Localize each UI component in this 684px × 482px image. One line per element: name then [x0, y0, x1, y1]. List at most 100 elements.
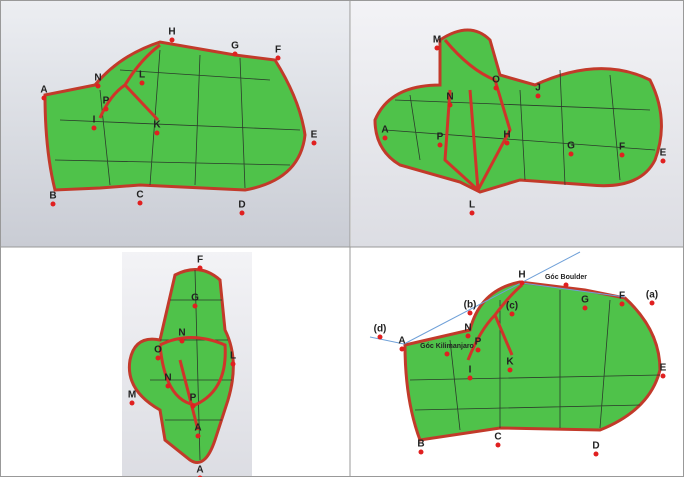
point-label: A: [381, 125, 388, 136]
point: [661, 374, 666, 379]
point-label: G: [567, 141, 575, 152]
point-label: A: [196, 465, 203, 476]
point: [156, 356, 161, 361]
point: [155, 131, 160, 136]
point-label: M: [433, 35, 441, 46]
point: [51, 202, 56, 207]
point: [42, 96, 47, 101]
point-label: D: [592, 441, 599, 452]
point-label: (a): [646, 290, 658, 301]
point-label: O: [492, 75, 500, 86]
point-label: G: [581, 295, 589, 306]
point: [130, 401, 135, 406]
figure: ABCDEFGHIKLNPMNOJAPHGFELFGNOLNMPAAHGóc B…: [0, 0, 684, 477]
point-label: H: [518, 270, 525, 281]
point: [166, 384, 171, 389]
point: [496, 443, 501, 448]
point: [476, 348, 481, 353]
point-label: M: [128, 390, 136, 401]
point: [378, 335, 383, 340]
point-label: N: [446, 92, 453, 103]
point: [505, 141, 510, 146]
point: [510, 312, 515, 317]
point: [191, 404, 196, 409]
point: [468, 311, 473, 316]
point: [419, 450, 424, 455]
point: [383, 136, 388, 141]
point: [312, 141, 317, 146]
point-label: I: [93, 115, 96, 126]
point: [508, 368, 513, 373]
point-label: C: [494, 432, 501, 443]
point-label: Góc Boulder: [545, 274, 587, 281]
point-label: L: [230, 351, 236, 362]
point-label: N: [178, 328, 185, 339]
point: [650, 301, 655, 306]
point: [438, 143, 443, 148]
point-label: E: [311, 130, 318, 141]
point-label: N: [464, 323, 471, 334]
point: [92, 126, 97, 131]
point-label: G: [191, 293, 199, 304]
point: [494, 86, 499, 91]
point: [435, 46, 440, 51]
point-label: G: [231, 41, 239, 52]
point-label: A: [398, 336, 405, 347]
point-label: Góc Kilimanjaro: [420, 343, 474, 350]
point-label: A: [40, 85, 47, 96]
point: [569, 152, 574, 157]
point-label: P: [475, 337, 482, 348]
point-label: H: [503, 130, 510, 141]
point: [276, 56, 281, 61]
point: [470, 211, 475, 216]
point-label: A: [194, 423, 201, 434]
point-label: B: [417, 439, 424, 450]
point: [233, 52, 238, 57]
point-label: O: [154, 345, 162, 356]
point: [140, 81, 145, 86]
point-label: C: [136, 190, 143, 201]
point: [180, 339, 185, 344]
point-label: (d): [374, 324, 387, 335]
point: [138, 201, 143, 206]
point-label: L: [469, 200, 475, 211]
point-label: K: [506, 357, 514, 368]
point: [583, 306, 588, 311]
point: [170, 38, 175, 43]
point-label: (c): [506, 301, 518, 312]
point: [661, 159, 666, 164]
point-label: (b): [464, 300, 477, 311]
point: [400, 347, 405, 352]
point-label: J: [535, 83, 541, 94]
point-label: F: [275, 45, 281, 56]
point-label: B: [49, 191, 56, 202]
point: [240, 211, 245, 216]
point: [196, 434, 201, 439]
point: [104, 107, 109, 112]
point-label: E: [660, 363, 667, 374]
point-label: P: [190, 393, 197, 404]
point-label: K: [153, 120, 161, 131]
point-label: F: [619, 142, 625, 153]
point: [620, 302, 625, 307]
point-label: F: [619, 291, 625, 302]
point-label: P: [437, 132, 444, 143]
point-label: N: [94, 73, 101, 84]
point: [448, 103, 453, 108]
point: [198, 266, 203, 271]
point-label: P: [103, 96, 110, 107]
point: [564, 283, 569, 288]
page: ABCDEFGHIKLNPMNOJAPHGFELFGNOLNMPAAHGóc B…: [0, 0, 684, 477]
point: [466, 334, 471, 339]
point: [468, 376, 473, 381]
point-label: H: [168, 27, 175, 38]
point-label: D: [238, 200, 245, 211]
point-label: E: [660, 148, 667, 159]
point-label: F: [197, 255, 203, 266]
point: [231, 362, 236, 367]
point: [520, 281, 525, 286]
point-label: L: [139, 70, 145, 81]
point: [620, 153, 625, 158]
point: [96, 84, 101, 89]
point: [594, 452, 599, 457]
